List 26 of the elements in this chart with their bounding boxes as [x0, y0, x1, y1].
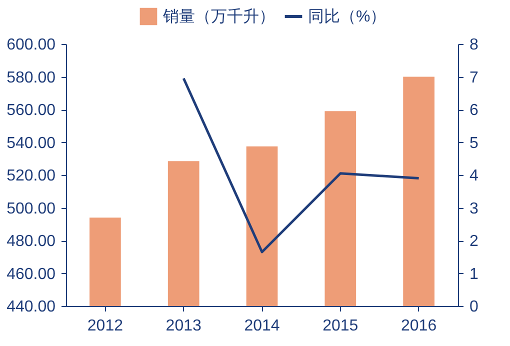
y-tick-label: 580.00 — [6, 69, 56, 86]
x-tick-label: 2015 — [322, 318, 358, 334]
x-tick-label: 2013 — [166, 318, 202, 334]
y2-tick-label: 3 — [470, 200, 478, 218]
y-tick-label: 560.00 — [6, 102, 56, 119]
y-tick-label: 540.00 — [6, 134, 56, 152]
x-tick-label: 2016 — [401, 318, 437, 334]
y-tick-label: 520.00 — [6, 168, 56, 184]
y2-tick-label: 8 — [470, 36, 478, 54]
line-series — [182, 77, 420, 254]
y2-tick-label: 2 — [470, 233, 478, 250]
y2-tick-label: 7 — [470, 69, 478, 86]
legend-label: 同比（%） — [308, 8, 386, 26]
y2-tick-label: 4 — [470, 168, 478, 184]
y-tick-label: 460.00 — [6, 266, 56, 283]
x-tick-label: 2014 — [244, 318, 280, 334]
y-tick-label: 440.00 — [6, 298, 56, 316]
y-tick-label: 500.00 — [6, 200, 56, 218]
y-tick-label: 480.00 — [6, 233, 56, 250]
y2-tick-label: 6 — [470, 102, 478, 119]
y2-tick-label: 0 — [470, 298, 478, 316]
y2-tick-label: 5 — [470, 134, 478, 152]
y2-tick-label: 1 — [470, 266, 478, 283]
legend-label: 销量（万千升） — [162, 8, 275, 26]
y-tick-label: 600.00 — [6, 36, 56, 54]
x-tick-label: 2012 — [87, 318, 124, 334]
